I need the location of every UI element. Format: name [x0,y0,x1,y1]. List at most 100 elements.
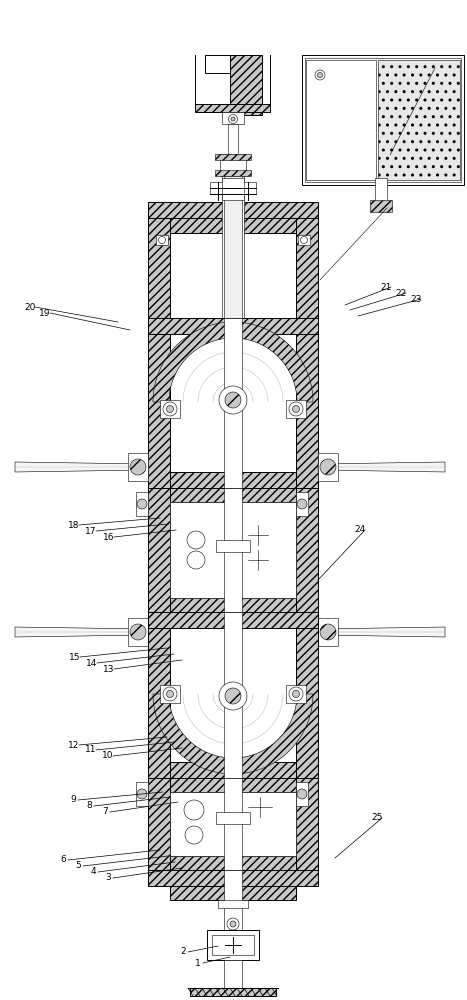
Bar [170,886,296,900]
Text: 22: 22 [396,288,407,298]
Circle shape [184,800,204,820]
Text: 7: 7 [102,808,108,816]
Text: 3: 3 [105,874,111,882]
Circle shape [225,688,241,704]
Circle shape [163,687,177,701]
Text: 13: 13 [103,664,115,674]
Text: 2: 2 [180,948,186,956]
Text: 4: 4 [90,867,96,876]
Text: 18: 18 [68,520,80,530]
Text: 25: 25 [371,814,382,822]
Bar [128,453,148,481]
Bar [136,492,148,516]
Bar [305,58,461,182]
Bar [160,685,180,703]
Circle shape [228,114,238,123]
Bar [224,176,242,321]
Text: 21: 21 [380,282,392,292]
Bar [170,218,296,233]
Circle shape [300,236,307,243]
Bar [148,472,318,488]
Bar [207,930,259,960]
Text: 8: 8 [86,802,92,810]
Circle shape [219,682,247,710]
Bar [296,492,308,516]
Polygon shape [15,462,148,472]
Bar [224,612,242,778]
Bar [216,812,250,824]
Circle shape [187,551,205,569]
Text: 14: 14 [86,658,98,668]
Bar [190,988,276,996]
Bar [224,488,242,612]
Bar [148,762,318,778]
Bar [170,792,296,856]
Bar [306,60,376,180]
Circle shape [320,459,336,475]
Bar [195,104,270,112]
Bar [370,200,392,212]
Bar [224,318,242,488]
Text: 12: 12 [68,740,80,750]
Bar [205,55,230,73]
Circle shape [315,70,325,80]
Circle shape [187,531,205,549]
Bar [230,55,262,115]
Text: 23: 23 [410,294,422,304]
Bar [148,488,170,613]
Bar [148,870,318,886]
Circle shape [130,459,146,475]
Bar [224,778,242,870]
Bar [228,124,238,154]
Circle shape [297,789,307,799]
Circle shape [289,687,303,701]
Text: 16: 16 [103,532,115,542]
Polygon shape [15,627,148,637]
Bar [170,488,296,502]
Bar [220,154,246,176]
Bar [170,778,296,792]
Bar [160,400,180,418]
Bar [212,935,254,955]
Bar [296,778,318,870]
Bar [136,782,148,806]
Circle shape [163,402,177,416]
Bar [375,178,387,208]
Circle shape [167,690,174,698]
Bar [148,318,318,334]
Bar [218,900,248,908]
Bar [298,235,310,245]
Circle shape [167,406,174,412]
Text: 6: 6 [60,856,66,864]
Circle shape [289,402,303,416]
Circle shape [292,406,299,412]
Bar [170,598,296,612]
Bar [222,178,244,200]
Text: 9: 9 [70,796,76,804]
Bar [148,334,170,488]
Text: 20: 20 [24,302,35,312]
Bar [170,856,296,870]
Bar [296,488,318,613]
Circle shape [231,117,235,121]
Bar [224,870,242,960]
Bar [148,612,318,628]
Bar [215,154,251,160]
Bar [222,112,244,124]
Bar [224,960,242,988]
Circle shape [137,499,147,509]
Circle shape [137,789,147,799]
Polygon shape [153,322,313,402]
Circle shape [318,73,323,78]
Bar [215,170,251,176]
Text: 11: 11 [85,746,97,754]
Text: 17: 17 [85,526,97,536]
Circle shape [130,624,146,640]
Bar [296,628,318,778]
Circle shape [158,236,165,243]
Circle shape [292,690,299,698]
Bar [286,400,306,418]
Bar [156,235,168,245]
Bar [302,55,464,185]
Bar [222,176,244,321]
